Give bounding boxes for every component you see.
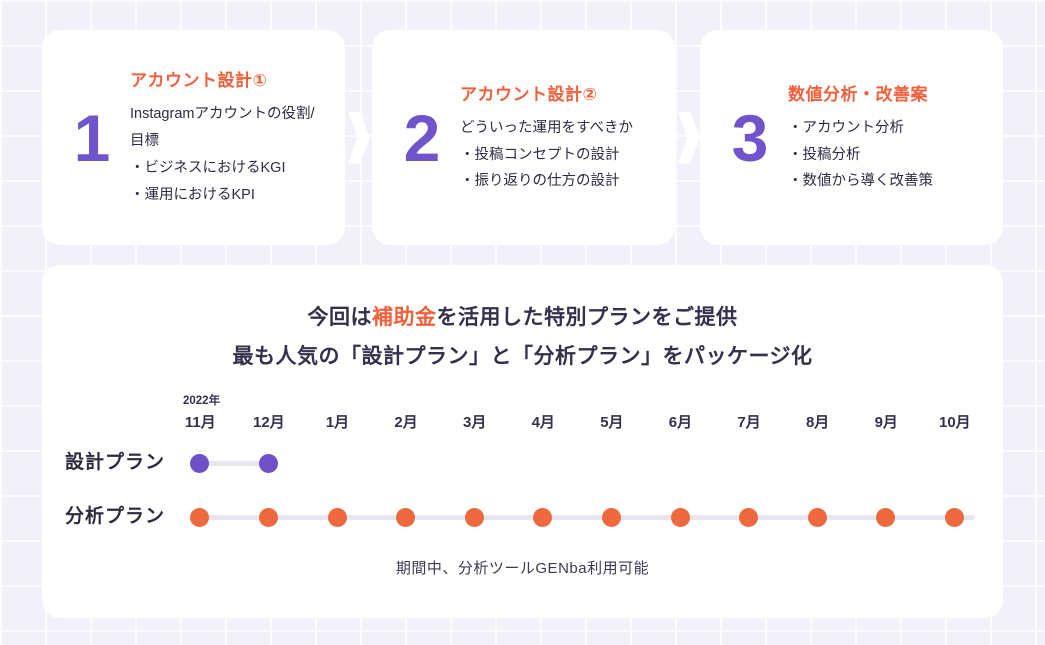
timeline-dot <box>671 508 690 527</box>
step-title-1: アカウント設計① <box>130 71 268 91</box>
month-label: 2月 <box>394 414 418 431</box>
arrow-right-icon <box>348 111 370 164</box>
step-card-1: 1 アカウント設計① Instagramアカウントの役割/目標 ・ビジネスにおけ… <box>42 30 370 245</box>
step-line: ・投稿分析 <box>788 146 861 163</box>
step-line: ・投稿コンセプトの設計 <box>460 146 620 163</box>
timeline-dot <box>259 454 278 473</box>
step-line: ・数値から導く改善策 <box>788 173 933 190</box>
step-line: どういった運用をすべきか <box>460 119 633 136</box>
timeline-dot <box>190 508 209 527</box>
month-label: 6月 <box>668 414 693 431</box>
month-label: 9月 <box>874 414 898 431</box>
arrow-right-icon <box>678 111 700 164</box>
timeline-dot <box>739 508 758 527</box>
timeline-month-axis: 11月 12月 1月 2月 3月 4月 5月 6月 7月 8月 9月 10月 <box>166 411 989 432</box>
timeline-dot <box>396 508 415 527</box>
headline-highlight: 補助金 <box>372 306 437 329</box>
step-number-3: 3 <box>731 100 769 175</box>
panel-caption: 期間中、分析ツールGENba利用可能 <box>395 560 650 577</box>
month-label: 10月 <box>938 414 971 431</box>
step-card-3: 3 数値分析・改善案 ・アカウント分析 ・投稿分析 ・数値から導く改善策 <box>700 30 1003 245</box>
plan-label-design: 設計プラン <box>65 452 166 473</box>
headline-prefix: 今回は <box>307 306 372 329</box>
step-title-3: 数値分析・改善案 <box>788 84 928 104</box>
step-body-3: 数値分析・改善案 ・アカウント分析 ・投稿分析 ・数値から導く改善策 <box>788 80 985 195</box>
month-label: 5月 <box>600 414 624 431</box>
step-line: ・アカウント分析 <box>788 119 904 136</box>
month-label: 7月 <box>737 414 761 431</box>
step-line: ・振り返りの仕方の設計 <box>460 173 620 190</box>
step-number-2: 2 <box>403 100 441 175</box>
month-label: 11月 <box>184 414 216 431</box>
analysis-plan-track <box>200 515 975 520</box>
step-body-1: アカウント設計① Instagramアカウントの役割/目標 ・ビジネスにおけるK… <box>130 66 327 208</box>
timeline-dot <box>533 508 552 527</box>
design-plan-track <box>200 461 269 466</box>
month-label: 12月 <box>253 414 285 431</box>
step-line: ・運用におけるKPI <box>130 186 255 203</box>
panel-headline: 今回は補助金を活用した特別プランをご提供 最も人気の「設計プラン」と「分析プラン… <box>42 298 1003 376</box>
headline-line-2: 最も人気の「設計プラン」と「分析プラン」をパッケージ化 <box>232 345 813 368</box>
step-body-2: アカウント設計② どういった運用をすべきか ・投稿コンセプトの設計 ・振り返りの… <box>460 80 657 195</box>
month-label: 1月 <box>325 414 350 431</box>
month-label: 4月 <box>531 414 555 431</box>
step-title-2: アカウント設計② <box>460 84 598 104</box>
headline-line-1: 今回は補助金を活用した特別プランをご提供 <box>42 298 1003 337</box>
month-label: 3月 <box>463 414 487 431</box>
timeline-dot <box>328 508 347 527</box>
headline-suffix: を活用した特別プランをご提供 <box>436 306 738 329</box>
step-number-1: 1 <box>73 100 111 175</box>
step-line: ・ビジネスにおけるKGI <box>130 160 286 176</box>
timeline-dot <box>465 508 484 527</box>
timeline-dot <box>945 508 964 527</box>
timeline-dot <box>808 508 827 527</box>
step-card-2: 2 アカウント設計② どういった運用をすべきか ・投稿コンセプトの設計 ・振り返… <box>372 30 700 245</box>
timeline-dot <box>876 508 895 527</box>
year-label: 2022年 <box>183 395 221 407</box>
timeline-dot <box>602 508 621 527</box>
timeline-dot <box>259 508 278 527</box>
timeline-dot <box>190 454 209 473</box>
step-line: Instagramアカウントの役割/目標 <box>130 106 315 150</box>
plan-label-analysis: 分析プラン <box>65 506 166 527</box>
month-label: 8月 <box>805 414 830 431</box>
plan-panel: 今回は補助金を活用した特別プランをご提供 最も人気の「設計プラン」と「分析プラン… <box>42 265 1003 618</box>
